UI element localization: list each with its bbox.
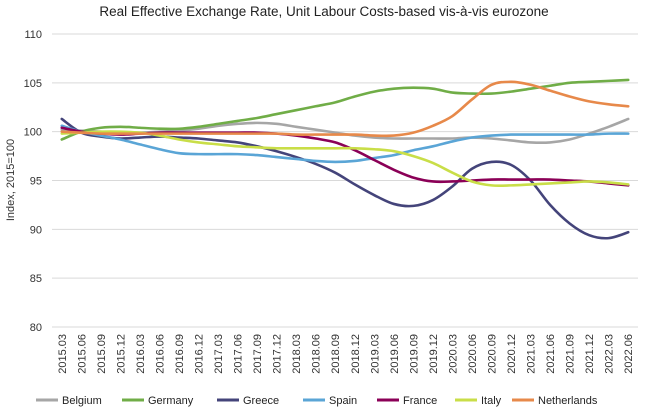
y-tick-label-105: 105: [24, 78, 42, 90]
x-tick-label-2018.09: 2018.09: [330, 334, 342, 374]
x-tick-label-2019.12: 2019.12: [428, 334, 440, 374]
legend: Belgium Germany Greece Spain France Italy Neth…: [36, 395, 598, 407]
y-tick-label-90: 90: [30, 224, 42, 236]
legend-label-spain: Spain: [329, 395, 357, 407]
x-tick-label-2016.06: 2016.06: [154, 334, 166, 374]
y-tick-label-95: 95: [30, 176, 42, 188]
x-tick-label-2020.09: 2020.09: [487, 334, 499, 374]
x-tick-label-2021.06: 2021.06: [545, 334, 557, 374]
x-tick-label-2015.12: 2015.12: [115, 334, 127, 374]
series-line-germany: [60, 78, 630, 141]
legend-label-belgium: Belgium: [62, 395, 102, 407]
x-tick-label-2017.12: 2017.12: [272, 334, 284, 374]
y-axis-label: Index, 2015=100: [5, 139, 17, 221]
x-tick-label-2019.06: 2019.06: [389, 334, 401, 374]
series-line-belgium: [60, 117, 630, 145]
series-line-italy: [60, 130, 630, 188]
legend-label-france: France: [403, 395, 437, 407]
legend-label-germany: Germany: [148, 395, 194, 407]
y-tick-label-110: 110: [24, 29, 42, 41]
x-tick-label-2017.06: 2017.06: [233, 334, 245, 374]
x-tick-label-2020.03: 2020.03: [447, 334, 459, 374]
chart-title: Real Effective Exchange Rate, Unit Labou…: [99, 4, 548, 19]
x-tick-label-2019.03: 2019.03: [369, 334, 381, 374]
x-tick-label-2017.03: 2017.03: [213, 334, 225, 374]
x-tick-label-2015.06: 2015.06: [76, 334, 88, 374]
x-tick-label-2021.03: 2021.03: [526, 334, 538, 374]
x-tick-label-2018.03: 2018.03: [291, 334, 303, 374]
x-tick-label-2016.12: 2016.12: [194, 334, 206, 374]
x-tick-label-2022.06: 2022.06: [623, 334, 635, 374]
x-tick-label-2019.09: 2019.09: [408, 334, 420, 374]
x-tick-label-2017.09: 2017.09: [252, 334, 264, 374]
legend-label-greece: Greece: [243, 395, 279, 407]
y-tick-label-85: 85: [30, 273, 42, 285]
x-tick-label-2020.12: 2020.12: [506, 334, 518, 374]
series-lines: [60, 78, 630, 240]
y-axis-ticks: 80 85 90 95 100 105 110: [24, 29, 42, 334]
x-axis-ticks: 2015.03 2015.06 2015.09 2015.12 2016.03 2016.…: [57, 334, 635, 374]
y-tick-label-80: 80: [30, 322, 42, 334]
x-tick-label-2018.12: 2018.12: [350, 334, 362, 374]
x-tick-label-2016.09: 2016.09: [174, 334, 186, 374]
y-tick-label-100: 100: [24, 127, 42, 139]
x-tick-label-2021.09: 2021.09: [565, 334, 577, 374]
series-line-spain: [60, 124, 630, 164]
x-tick-label-2020.06: 2020.06: [467, 334, 479, 374]
x-tick-label-2015.03: 2015.03: [57, 334, 69, 374]
x-tick-label-2015.09: 2015.09: [96, 334, 108, 374]
legend-label-netherlands: Netherlands: [538, 395, 598, 407]
x-tick-label-2018.06: 2018.06: [311, 334, 323, 374]
x-tick-label-2021.12: 2021.12: [584, 334, 596, 374]
x-tick-label-2016.03: 2016.03: [135, 334, 147, 374]
legend-label-italy: Italy: [481, 395, 502, 407]
x-tick-label-2022.03: 2022.03: [604, 334, 616, 374]
series-line-netherlands: [60, 80, 630, 138]
